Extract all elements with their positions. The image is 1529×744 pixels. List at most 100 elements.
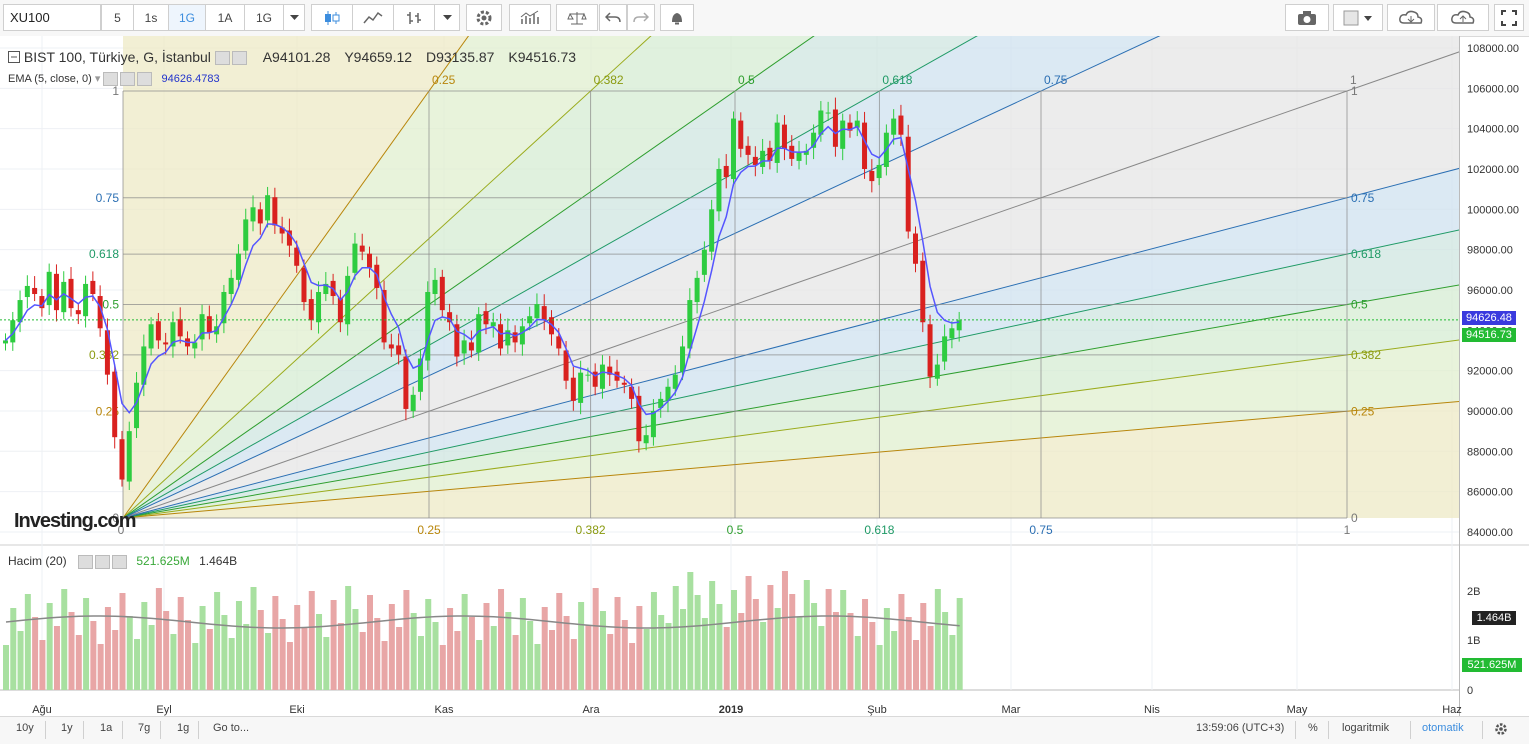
candle-body bbox=[549, 317, 554, 335]
bars-chart-type-button[interactable] bbox=[393, 4, 435, 31]
range-1a-button[interactable]: 1a bbox=[100, 722, 113, 734]
candle-body bbox=[134, 382, 140, 429]
symbol-input[interactable]: XU100 bbox=[3, 4, 101, 31]
volume-bar bbox=[228, 638, 235, 690]
price-tick-label: 90000.00 bbox=[1467, 406, 1513, 418]
price-tick-label: 100000.00 bbox=[1467, 204, 1519, 216]
undo-button[interactable] bbox=[599, 4, 627, 31]
volume-bar bbox=[454, 631, 461, 690]
candle-body bbox=[723, 165, 729, 178]
interval-5m-button[interactable]: 5 bbox=[101, 4, 134, 31]
line-chart-type-button[interactable] bbox=[352, 4, 394, 31]
footer-settings-button[interactable] bbox=[1494, 722, 1508, 739]
range-1g-button[interactable]: 1g bbox=[177, 722, 190, 734]
legend-close-icon[interactable] bbox=[231, 51, 247, 66]
candle-body bbox=[432, 279, 438, 295]
fullscreen-button[interactable] bbox=[1494, 4, 1524, 31]
auto-scale-button[interactable]: otomatik bbox=[1422, 722, 1464, 734]
volume-close-icon[interactable] bbox=[112, 554, 128, 569]
time-tick-label: May bbox=[1287, 704, 1308, 716]
volume-bar bbox=[614, 597, 621, 690]
interval-1m-button[interactable]: 1G bbox=[244, 4, 284, 31]
axes: 108000.00106000.00104000.00102000.001000… bbox=[32, 43, 1519, 716]
chart-type-dropdown-button[interactable] bbox=[434, 4, 460, 31]
interval-dropdown-button[interactable] bbox=[283, 4, 305, 31]
candle-body bbox=[709, 209, 715, 252]
volume-bar bbox=[75, 635, 82, 690]
candle-body bbox=[163, 342, 169, 345]
goto-date-button[interactable]: Go to... bbox=[213, 722, 250, 734]
bell-icon bbox=[672, 12, 682, 24]
footer-bar: 10y 1y 1a 7g 1g Go to... 13:59:06 (UTC+3… bbox=[0, 716, 1529, 744]
candle-body bbox=[199, 314, 205, 340]
volume-eye-icon[interactable] bbox=[95, 554, 111, 569]
load-cloud-button[interactable] bbox=[1437, 4, 1489, 31]
volume-bar bbox=[942, 612, 949, 690]
ema-eye-icon[interactable] bbox=[120, 72, 136, 87]
candle-body bbox=[24, 285, 30, 298]
fib-top-label: 0.382 bbox=[594, 73, 624, 87]
candle-body bbox=[192, 342, 198, 349]
collapse-icon[interactable] bbox=[8, 51, 20, 63]
low-value: D93135.87 bbox=[425, 49, 495, 65]
fan-wedges bbox=[122, 36, 1459, 518]
volume-bar bbox=[629, 643, 636, 690]
candle-body bbox=[468, 342, 474, 351]
volume-bar bbox=[672, 586, 679, 690]
range-10y-button[interactable]: 10y bbox=[16, 722, 34, 734]
save-cloud-button[interactable] bbox=[1387, 4, 1435, 31]
price-chart[interactable]: 00.250.3820.50.6180.75100.250.3820.50.61… bbox=[0, 36, 1529, 716]
fib-top-label: 0.5 bbox=[738, 73, 755, 87]
volume-bar bbox=[286, 642, 293, 690]
volume-bar bbox=[621, 620, 628, 690]
candle-body bbox=[578, 372, 584, 403]
legend-settings-icon[interactable] bbox=[214, 51, 230, 66]
screenshot-button[interactable] bbox=[1285, 4, 1329, 31]
gann-fan-drawing[interactable]: 00.250.3820.50.6180.75100.250.3820.50.61… bbox=[89, 36, 1529, 537]
candle-body bbox=[53, 273, 59, 311]
fib-right-label: 1 bbox=[1351, 84, 1358, 98]
ema-legend: EMA (5, close, 0) ▾ 94626.4783 bbox=[8, 72, 220, 87]
ema-settings-icon[interactable] bbox=[103, 72, 119, 87]
candle-body bbox=[592, 371, 598, 387]
interval-1h-button[interactable]: 1s bbox=[133, 4, 169, 31]
volume-bar bbox=[417, 636, 424, 690]
candle-body bbox=[825, 112, 831, 114]
template-button[interactable] bbox=[1333, 4, 1383, 31]
volume-tag: 521.625M bbox=[1462, 658, 1522, 672]
volume-settings-icon[interactable] bbox=[78, 554, 94, 569]
indicators-button[interactable] bbox=[509, 4, 551, 31]
volume-bar bbox=[359, 632, 366, 690]
volume-average-line bbox=[5, 615, 960, 629]
candle-body bbox=[570, 377, 576, 401]
template-icon bbox=[1343, 10, 1372, 25]
compare-button[interactable] bbox=[556, 4, 598, 31]
candles-chart-type-button[interactable] bbox=[311, 4, 353, 31]
volume-bar bbox=[17, 631, 24, 690]
range-7g-button[interactable]: 7g bbox=[138, 722, 151, 734]
volume-bar bbox=[97, 644, 104, 690]
candle-body bbox=[228, 277, 234, 295]
volume-bar bbox=[112, 630, 119, 690]
candle-body bbox=[680, 346, 686, 372]
fib-bottom-label: 1 bbox=[1344, 523, 1351, 537]
range-1y-button[interactable]: 1y bbox=[61, 722, 73, 734]
alert-button[interactable] bbox=[660, 4, 694, 31]
log-scale-button[interactable]: logaritmik bbox=[1342, 722, 1390, 734]
volume-bar bbox=[148, 625, 155, 690]
interval-1w-button[interactable]: 1A bbox=[205, 4, 245, 31]
fib-left-label: 0.618 bbox=[89, 247, 119, 261]
settings-button[interactable] bbox=[466, 4, 502, 31]
volume-bar bbox=[549, 630, 555, 690]
chevron-down-icon[interactable]: ▾ bbox=[94, 73, 101, 85]
interval-1d-button[interactable]: 1G bbox=[168, 4, 206, 31]
candle-body bbox=[243, 219, 249, 251]
percent-scale-button[interactable]: % bbox=[1308, 722, 1318, 734]
fib-left-label: 0.382 bbox=[89, 348, 119, 362]
fullscreen-icon bbox=[1501, 9, 1517, 26]
redo-button[interactable] bbox=[627, 4, 655, 31]
price-tick-label: 108000.00 bbox=[1467, 43, 1519, 55]
ema-close-icon[interactable] bbox=[137, 72, 153, 87]
cloud-download-icon bbox=[1399, 10, 1423, 24]
high-value: Y94659.12 bbox=[344, 49, 413, 65]
